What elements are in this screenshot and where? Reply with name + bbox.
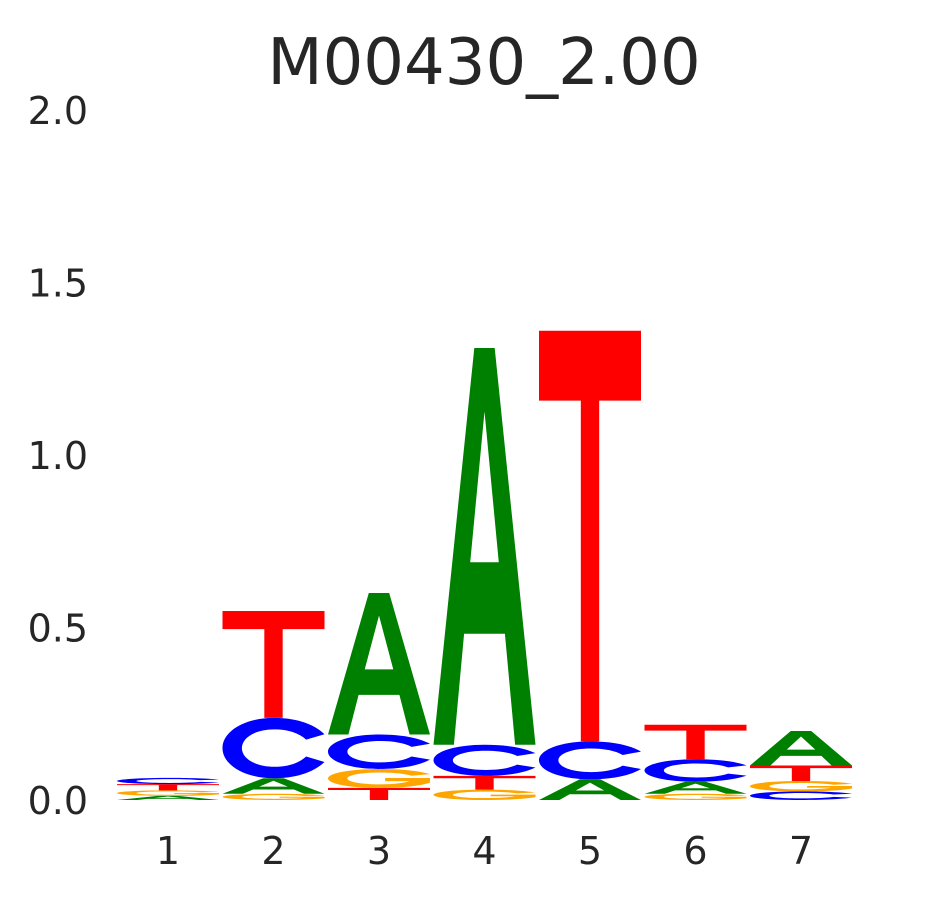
logo-letter-a-pos-3 <box>328 593 430 735</box>
logo-letter-c-pos-6 <box>644 759 747 782</box>
x-tick-label: 3 <box>367 829 391 873</box>
logo-letter-a-pos-2 <box>222 778 325 794</box>
x-tick-label: 7 <box>789 829 813 873</box>
logo-letter-g-pos-4 <box>433 789 536 800</box>
logo-letter-g-pos-1 <box>117 790 219 796</box>
logo-letter-a-pos-1 <box>117 795 219 800</box>
x-axis: 1 2 3 4 5 6 7 <box>156 829 813 873</box>
logo-letter-g-pos-7 <box>750 781 852 792</box>
logo-letter-a-pos-5 <box>539 779 641 800</box>
logo-letter-c-pos-7 <box>750 791 852 800</box>
logo-letter-c-pos-2 <box>222 717 325 779</box>
x-tick-label: 1 <box>156 829 180 873</box>
logo-letter-t-pos-1 <box>117 784 219 791</box>
logo-letter-t-pos-6 <box>644 724 747 760</box>
logo-letter-t-pos-7 <box>750 765 852 782</box>
y-tick-label: 2.0 <box>28 89 88 133</box>
x-tick-label: 6 <box>683 829 707 873</box>
logo-letter-a-pos-7 <box>750 731 852 766</box>
logo-letter-t-pos-3 <box>328 787 430 800</box>
logo-letter-t-pos-5 <box>539 330 641 742</box>
logo-letter-c-pos-1 <box>117 777 219 785</box>
logo-letters <box>117 330 852 800</box>
y-tick-label: 1.0 <box>28 434 88 478</box>
y-axis: 0.0 0.5 1.0 1.5 2.0 <box>28 89 88 823</box>
x-tick-label: 4 <box>472 829 496 873</box>
logo-letter-c-pos-4 <box>433 744 536 776</box>
x-tick-label: 2 <box>261 829 285 873</box>
y-tick-label: 0.5 <box>28 607 88 651</box>
logo-letter-c-pos-5 <box>539 741 641 780</box>
logo-letter-c-pos-3 <box>328 734 430 769</box>
chart-title: M00430_2.00 <box>267 26 700 100</box>
logo-letter-a-pos-4 <box>433 348 536 745</box>
logo-letter-a-pos-6 <box>644 781 747 794</box>
logo-letter-g-pos-6 <box>644 793 747 800</box>
logo-letter-g-pos-3 <box>328 768 430 788</box>
logo-letter-g-pos-2 <box>222 793 325 800</box>
x-tick-label: 5 <box>578 829 602 873</box>
logo-letter-t-pos-4 <box>433 775 536 790</box>
logo-letter-t-pos-2 <box>222 610 325 718</box>
y-tick-label: 0.0 <box>28 779 88 823</box>
y-tick-label: 1.5 <box>28 262 88 306</box>
